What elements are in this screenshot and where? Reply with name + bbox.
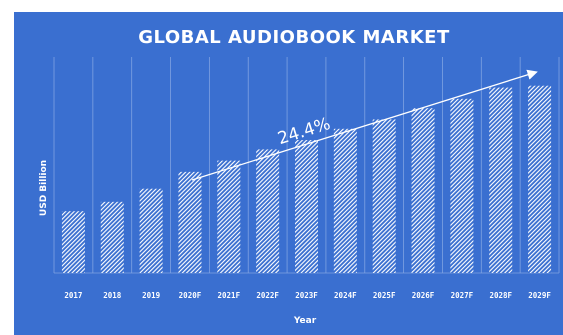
x-tick-label: 2022F [256,291,279,300]
gridlines [53,57,560,274]
bar-chart: GLOBAL AUDIOBOOK MARKET USD Billion Year… [39,27,560,326]
bar-2023f [295,140,318,273]
x-tick-label: 2019 [142,291,161,300]
x-tick-label: 2026F [412,291,435,300]
x-tick-label: 2020F [179,291,202,300]
bar-2028f [489,87,513,273]
x-tick-labels: 2017 2018 2019 2020F 2021F 2022F 2023F 2024F 202… [64,291,551,300]
chart-card: GLOBAL AUDIOBOOK MARKET USD Billion Year… [14,12,563,335]
bar-2022f [256,149,280,273]
x-axis-title: Year [293,316,317,326]
bar-2019 [139,188,163,273]
bars [61,85,552,274]
bar-2017 [61,211,85,273]
bar-2018 [100,201,124,273]
bar-2026f [411,108,435,273]
x-tick-label: 2024F [334,291,357,300]
bar-2020f [178,171,202,273]
x-tick-label: 2025F [373,291,396,300]
y-axis-title: USD Billion [39,160,49,216]
chart-title: GLOBAL AUDIOBOOK MARKET [138,27,450,48]
x-tick-label: 2018 [103,291,122,300]
x-tick-label: 2028F [489,291,512,300]
x-tick-label: 2021F [218,291,241,300]
cagr-arrow [191,69,538,181]
bar-2027f [450,98,474,273]
bar-2021f [217,160,241,273]
x-tick-label: 2017 [64,291,82,300]
x-tick-label: 2029F [528,291,551,300]
x-tick-label: 2027F [451,291,474,300]
bar-2024f [333,128,357,273]
bar-2029f [528,85,552,274]
bar-2025f [372,119,396,273]
x-tick-label: 2023F [295,291,318,300]
